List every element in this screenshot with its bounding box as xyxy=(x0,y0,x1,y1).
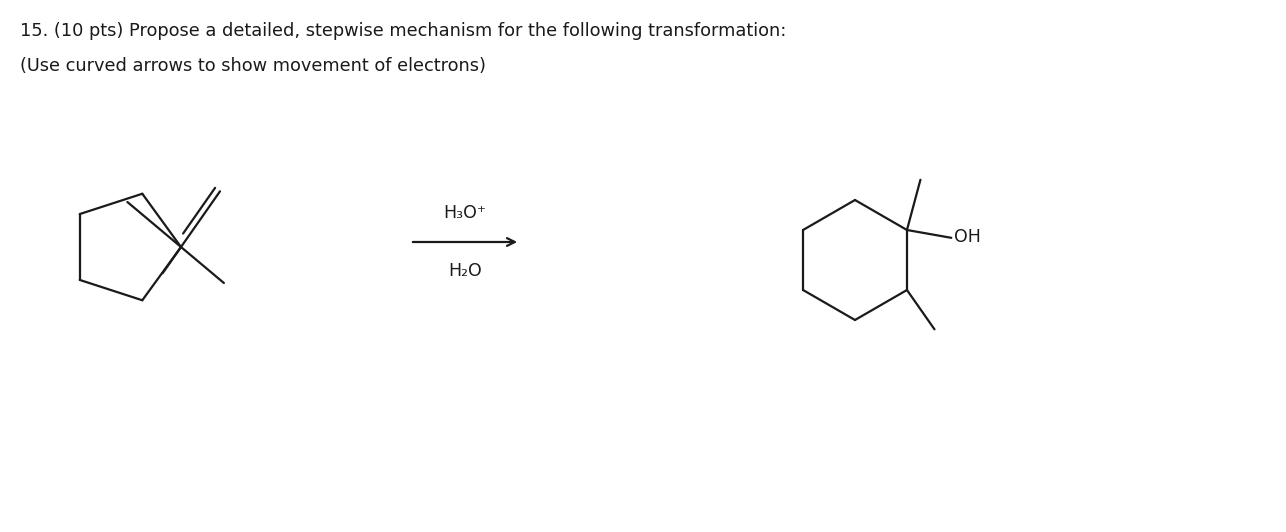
Text: H₃O⁺: H₃O⁺ xyxy=(444,204,486,222)
Text: (Use curved arrows to show movement of electrons): (Use curved arrows to show movement of e… xyxy=(21,57,486,75)
Text: 15. (10 pts) Propose a detailed, stepwise mechanism for the following transforma: 15. (10 pts) Propose a detailed, stepwis… xyxy=(21,22,786,40)
Text: OH: OH xyxy=(954,228,981,246)
Text: H₂O: H₂O xyxy=(448,262,482,280)
